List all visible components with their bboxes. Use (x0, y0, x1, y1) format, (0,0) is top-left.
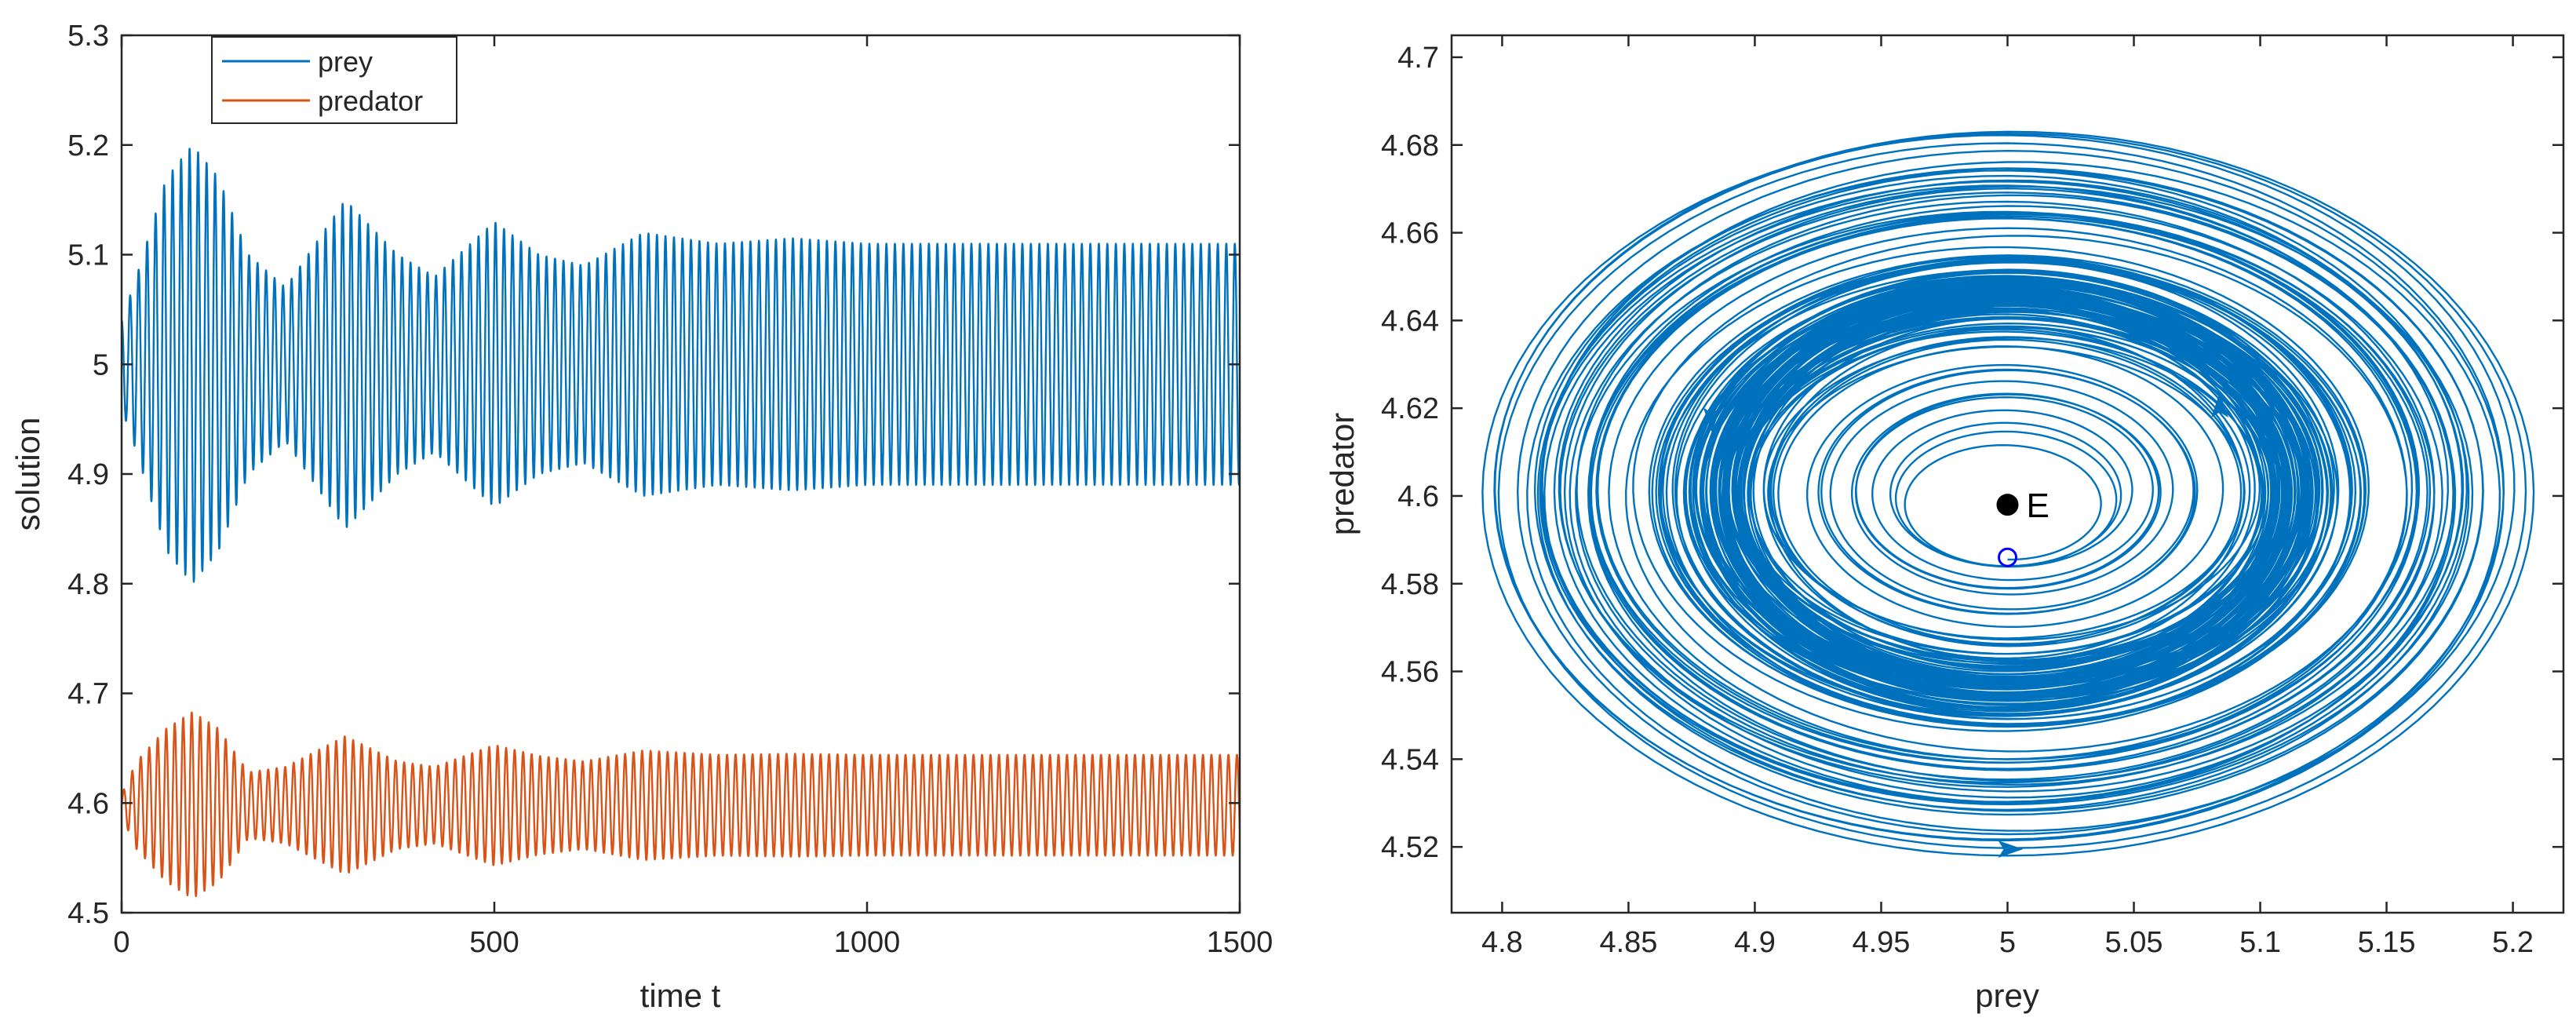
x-tick-label: 1000 (834, 926, 901, 959)
y-tick-label: 5 (93, 348, 109, 381)
x-tick-label: 5 (1999, 926, 2016, 959)
y-tick-label: 4.54 (1381, 743, 1439, 776)
timeseries-y-axis: 4.5 4.6 4.7 4.8 4.9 5 5.1 5.2 5.3 (67, 20, 1240, 930)
x-tick-label: 5.15 (2358, 926, 2416, 959)
y-tick-label: 4.62 (1381, 392, 1439, 425)
legend-predator-label: predator (318, 85, 423, 117)
y-tick-label: 4.52 (1381, 831, 1439, 864)
x-tick-label: 5.05 (2105, 926, 2163, 959)
trajectory-arrows (1703, 392, 2229, 858)
legend-box (211, 36, 457, 124)
y-tick-label: 4.66 (1381, 217, 1439, 250)
y-tick-label: 4.9 (67, 458, 109, 491)
x-tick-label: 500 (469, 926, 519, 959)
x-tick-label: 4.95 (1852, 926, 1910, 959)
y-tick-label: 5.1 (67, 239, 109, 272)
legend: prey predator (211, 36, 457, 124)
trajectory-arrow (2211, 392, 2229, 418)
y-tick-label: 4.7 (1397, 42, 1439, 75)
timeseries-y-axis-title: solution (9, 418, 46, 531)
phase-y-axis-title: predator (1324, 413, 1361, 535)
phase-trajectory-line (1481, 130, 2535, 857)
equilibrium-point-marker (1996, 494, 2019, 516)
start-point-marker (1998, 547, 2017, 567)
phase-x-axis: 4.8 4.85 4.9 4.95 5 5.05 5.1 5.15 5.2 (1481, 35, 2534, 959)
y-tick-label: 5.2 (67, 129, 109, 162)
x-tick-label: 4.9 (1734, 926, 1776, 959)
y-tick-label: 4.7 (67, 678, 109, 711)
y-tick-label: 4.8 (67, 568, 109, 601)
predator-series-line (122, 711, 1240, 898)
x-tick-label: 5.2 (2492, 926, 2534, 959)
phase-y-axis: 4.52 4.54 4.56 4.58 4.6 4.62 4.64 4.66 4.68 4.7 (1381, 42, 2563, 864)
timeseries-plot: 0 500 1000 1500 4.5 4.6 4.7 4.8 4.9 5 5.1 5.2 5.3 t… (9, 20, 1273, 1014)
legend-prey-label: prey (318, 46, 373, 78)
trajectory-arrow (1703, 407, 1721, 433)
phase-x-axis-title: prey (1975, 977, 2039, 1014)
x-tick-label: 1500 (1207, 926, 1273, 959)
y-tick-label: 4.68 (1381, 129, 1439, 162)
phase-portrait-plot: E 4.8 4.85 4.9 4.95 5 5.05 5.1 5.15 5.2 4.52 4.54… (1324, 34, 2565, 1014)
y-tick-label: 5.3 (67, 20, 109, 53)
trajectory-arrow (1998, 840, 2024, 858)
equilibrium-label: E (2027, 487, 2050, 525)
x-tick-label: 4.8 (1481, 926, 1523, 959)
y-tick-label: 4.6 (1397, 480, 1439, 513)
y-tick-label: 4.56 (1381, 656, 1439, 689)
prey-series-line (122, 148, 1240, 583)
y-tick-label: 4.58 (1381, 568, 1439, 601)
timeseries-x-axis: 0 500 1000 1500 (113, 35, 1273, 959)
y-tick-label: 4.6 (67, 787, 109, 820)
timeseries-x-axis-title: time t (640, 977, 721, 1014)
x-tick-label: 0 (113, 926, 129, 959)
x-tick-label: 5.1 (2239, 926, 2281, 959)
y-tick-label: 4.5 (67, 897, 109, 930)
timeseries-background (122, 35, 1240, 913)
x-tick-label: 4.85 (1599, 926, 1657, 959)
y-tick-label: 4.64 (1381, 304, 1439, 337)
